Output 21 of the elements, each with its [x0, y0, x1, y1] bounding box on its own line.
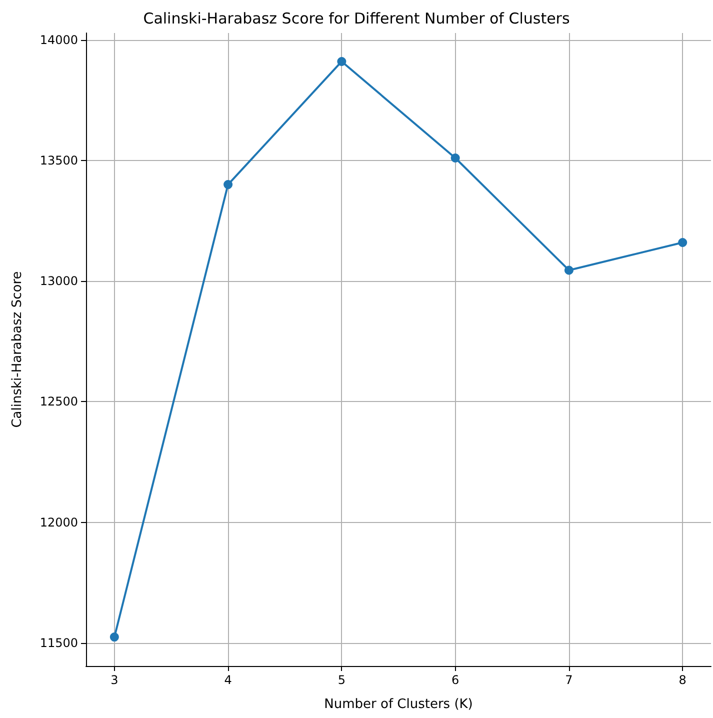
x-tick-label: 7	[565, 673, 573, 687]
x-tick-label: 4	[224, 673, 232, 687]
chart-title: Calinski-Harabasz Score for Different Number of Clusters	[143, 10, 570, 28]
point	[564, 266, 574, 275]
point	[337, 56, 346, 66]
point	[678, 238, 688, 247]
y-tick-label: 12500	[40, 394, 78, 409]
x-axis-title: Number of Clusters (K)	[324, 697, 473, 712]
point	[224, 180, 233, 190]
x-tick-label: 5	[338, 673, 346, 687]
y-tick-label: 13000	[40, 274, 78, 288]
y-tick-label: 11500	[40, 636, 78, 650]
x-tick-label: 3	[110, 673, 118, 687]
y-tick-label: 12000	[40, 515, 78, 530]
x-tick-label: 8	[678, 673, 686, 687]
point	[450, 154, 460, 163]
x-tick-label: 6	[452, 673, 460, 687]
point	[110, 632, 119, 642]
y-tick-label: 14000	[40, 32, 78, 47]
y-tick-label: 13500	[40, 153, 78, 168]
y-axis-title: Calinski-Harabasz Score	[10, 271, 25, 428]
